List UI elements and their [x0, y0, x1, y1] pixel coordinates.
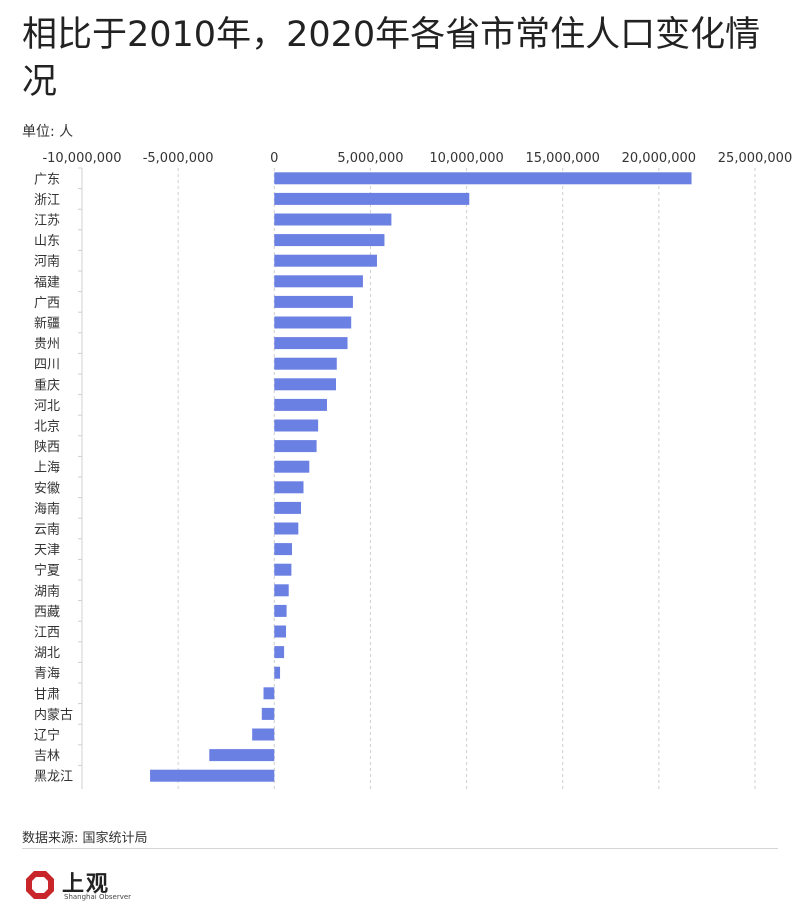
bar-浙江: [274, 192, 470, 205]
category-label: 海南: [34, 501, 60, 517]
bar-福建: [274, 275, 363, 288]
category-label: 青海: [34, 667, 60, 682]
unit-label: 单位: 人: [22, 124, 74, 140]
brand-logo[interactable]: 上观 Shanghai Observer: [22, 866, 162, 906]
category-label: 北京: [34, 420, 60, 435]
bar-湖北: [274, 646, 285, 659]
category-label: 广西: [34, 296, 60, 311]
category-label: 四川: [34, 358, 60, 373]
category-label: 安徽: [34, 481, 60, 496]
bar-广西: [274, 295, 353, 308]
logo-text: 上观: [62, 871, 111, 897]
grid-lines: [81, 168, 756, 789]
category-label: 贵州: [34, 337, 60, 352]
category-label: 黑龙江: [34, 770, 73, 785]
bar-宁夏: [274, 563, 292, 576]
category-label: 湖北: [34, 646, 60, 661]
bar-内蒙古: [261, 707, 275, 720]
category-label: 湖南: [34, 583, 60, 599]
category-label: 上海: [34, 461, 60, 476]
x-tick-label: 15,000,000: [525, 151, 599, 166]
bar-重庆: [274, 378, 337, 391]
x-tick-label: 20,000,000: [622, 151, 696, 166]
bar-江西: [274, 625, 287, 638]
bar-湖南: [274, 584, 289, 597]
footer-divider: [22, 848, 778, 849]
category-label: 陕西: [34, 440, 60, 455]
category-label: 福建: [34, 275, 60, 290]
bar-江苏: [274, 213, 392, 226]
category-label: 吉林: [34, 749, 60, 764]
bar-广东: [274, 172, 692, 185]
bars: [150, 172, 692, 782]
bar-西藏: [274, 604, 287, 617]
bar-贵州: [274, 337, 348, 350]
logo-octagon-icon: [26, 871, 54, 899]
category-label: 云南: [34, 522, 60, 538]
category-label: 宁夏: [34, 563, 60, 579]
bar-海南: [274, 501, 302, 514]
bar-吉林: [209, 749, 275, 762]
data-source: 数据来源: 国家统计局: [22, 831, 148, 846]
category-label: 新疆: [34, 316, 60, 332]
bar-北京: [274, 419, 319, 432]
category-label: 江苏: [34, 213, 60, 229]
bar-黑龙江: [150, 769, 275, 782]
category-label: 重庆: [34, 377, 60, 393]
category-labels: 广东浙江江苏山东河南福建广西新疆贵州四川重庆河北北京陕西上海安徽海南云南天津宁夏…: [34, 167, 82, 785]
bar-新疆: [274, 316, 352, 329]
bar-河南: [274, 254, 377, 267]
bar-辽宁: [252, 728, 275, 741]
category-label: 西藏: [34, 605, 60, 620]
bar-四川: [274, 357, 337, 370]
bar-河北: [274, 398, 327, 411]
x-axis-ticks: -10,000,000 -5,000,000 0 5,000,000 10,000,00…: [42, 151, 792, 166]
category-label: 山东: [34, 234, 60, 249]
bar-上海: [274, 460, 310, 473]
category-label: 辽宁: [34, 728, 60, 744]
x-tick-label: 5,000,000: [337, 151, 403, 166]
bar-chart: -10,000,000 -5,000,000 0 5,000,000 10,000,00…: [34, 151, 792, 789]
x-tick-label: 0: [270, 151, 278, 166]
category-label: 河北: [34, 399, 60, 414]
category-label: 广东: [34, 172, 60, 187]
logo-subtext: Shanghai Observer: [64, 893, 132, 901]
bar-安徽: [274, 481, 304, 494]
category-label: 浙江: [34, 193, 60, 208]
x-tick-label: -10,000,000: [42, 151, 121, 166]
category-label: 内蒙古: [34, 707, 73, 723]
bar-云南: [274, 522, 299, 535]
bar-天津: [274, 543, 292, 556]
bar-陕西: [274, 440, 317, 453]
bar-山东: [274, 234, 385, 247]
category-label: 河南: [34, 254, 60, 270]
x-tick-label: 25,000,000: [718, 151, 792, 166]
category-label: 天津: [34, 543, 60, 558]
page-title: 相比于2010年，2020年各省市常住人口变化情况: [22, 15, 761, 102]
category-label: 甘肃: [34, 687, 60, 702]
x-tick-label: -5,000,000: [143, 151, 214, 166]
bar-甘肃: [263, 687, 275, 700]
x-tick-label: 10,000,000: [429, 151, 503, 166]
bar-青海: [274, 666, 281, 679]
category-label: 江西: [34, 626, 60, 641]
